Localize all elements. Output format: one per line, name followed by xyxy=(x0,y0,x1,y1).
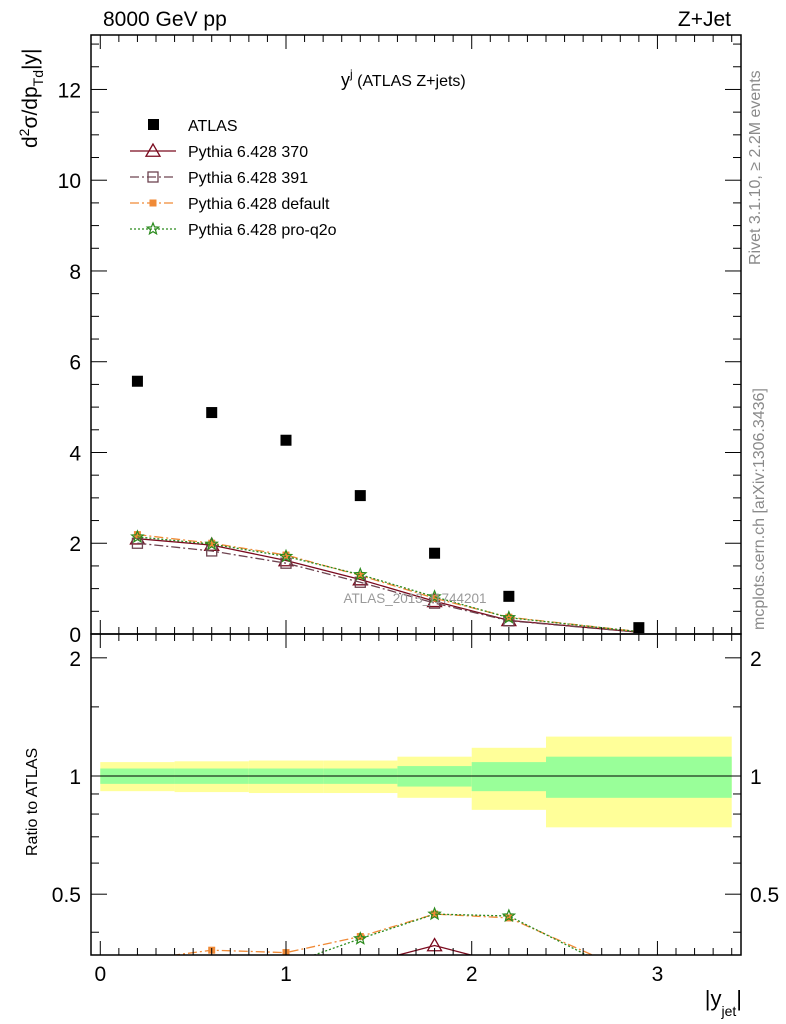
tick-label: 2 xyxy=(69,648,81,671)
marker-square-open xyxy=(207,971,217,981)
series-line xyxy=(137,533,639,633)
tick-label: 0.5 xyxy=(52,884,81,907)
tick-label: 0 xyxy=(69,624,81,647)
marker-triangle xyxy=(130,958,144,970)
legend-label: ATLAS xyxy=(188,118,238,135)
tick-label: 6 xyxy=(69,352,81,375)
watermark: ATLAS_2013_I1744201 xyxy=(343,591,486,606)
tick-label: 2 xyxy=(466,963,478,986)
rivet-label: Rivet 3.1.10, ≥ 2.2M events xyxy=(747,70,764,265)
marker-square-open xyxy=(504,971,514,981)
data-point xyxy=(429,547,441,559)
marker-star xyxy=(132,975,143,986)
marker-square xyxy=(208,539,216,547)
tick-label: 1 xyxy=(69,766,81,789)
ratio-line xyxy=(137,976,639,982)
marker-square-open xyxy=(147,171,159,183)
marker-star xyxy=(206,959,217,970)
data-point xyxy=(354,490,366,502)
marker-square xyxy=(431,910,439,918)
tick-label: 8 xyxy=(69,261,81,284)
title-main: y xyxy=(341,70,350,90)
marker-triangle xyxy=(632,974,646,986)
legend: ATLAS Pythia 6.428 370 Pythia 6.428 391 Pyt… xyxy=(130,118,337,239)
marker-square-open xyxy=(132,971,142,981)
y-axis-label: d2σ/dpTd|y| xyxy=(16,49,46,148)
marker-star xyxy=(278,548,294,563)
tick-label: 3 xyxy=(652,963,664,986)
marker-triangle xyxy=(144,142,162,157)
ratio-y-axis-label: Ratio to ATLAS xyxy=(24,748,41,856)
marker-square xyxy=(149,199,157,207)
marker-square xyxy=(431,594,439,602)
series-line xyxy=(137,536,639,633)
tick-label: 2 xyxy=(750,648,762,671)
legend-marker-atlas xyxy=(148,119,159,130)
ratio-uncertainty-bands xyxy=(100,736,732,828)
marker-star xyxy=(501,908,517,923)
legend-label: Pythia 6.428 391 xyxy=(188,170,308,187)
marker-star xyxy=(204,536,219,551)
process-label: Z+Jet xyxy=(677,8,731,31)
tick-label: 1 xyxy=(750,766,762,789)
marker-triangle xyxy=(205,958,219,970)
marker-star xyxy=(145,221,161,236)
ratio-series xyxy=(130,906,646,986)
marker-square xyxy=(356,933,364,941)
tick-label: 4 xyxy=(69,442,81,465)
marker-square xyxy=(282,551,290,559)
ratio-line xyxy=(312,913,588,955)
title-sup: j xyxy=(349,67,353,81)
main-series xyxy=(129,529,639,633)
chart-title: yj (ATLAS Z+jets) xyxy=(341,67,466,90)
marker-star xyxy=(353,931,368,945)
marker-square-open xyxy=(355,971,365,981)
marker-star xyxy=(353,566,368,581)
tick-label: 0 xyxy=(94,963,106,986)
energy-label: 8000 GeV pp xyxy=(103,8,227,31)
marker-square xyxy=(356,571,364,579)
data-point xyxy=(280,434,292,446)
marker-star xyxy=(427,906,442,921)
data-point xyxy=(206,407,218,419)
marker-star xyxy=(130,529,145,544)
data-point xyxy=(131,375,143,387)
legend-label: Pythia 6.428 default xyxy=(188,196,330,213)
marker-star xyxy=(501,610,517,624)
tick-label: 1 xyxy=(280,963,292,986)
tick-label: 2 xyxy=(69,533,81,556)
ratio-line xyxy=(169,913,594,955)
tick-label: 10 xyxy=(58,170,81,193)
x-axis-label: |yjet| xyxy=(705,986,742,1019)
marker-star xyxy=(427,589,442,603)
marker-square xyxy=(134,956,141,963)
marker-square-open xyxy=(131,537,144,549)
marker-square xyxy=(133,531,141,539)
tick-label: 0.5 xyxy=(750,884,779,907)
marker-square-open xyxy=(634,976,644,986)
legend-label: Pythia 6.428 370 xyxy=(188,144,308,161)
marker-square xyxy=(635,972,642,979)
marker-star xyxy=(633,975,644,986)
inner-band xyxy=(471,762,546,792)
series-line xyxy=(137,538,639,633)
marker-square-open xyxy=(430,971,440,981)
title-rest: (ATLAS Z+jets) xyxy=(353,73,466,90)
inner-band xyxy=(546,756,732,798)
marker-triangle xyxy=(353,958,367,970)
tick-label: 12 xyxy=(58,79,81,102)
mcplots-label: mcplots.cern.ch [arXiv:1306.3436] xyxy=(751,388,768,630)
legend-label: Pythia 6.428 pro-q2o xyxy=(188,222,337,239)
data-point xyxy=(503,590,515,602)
marker-triangle xyxy=(502,958,516,970)
